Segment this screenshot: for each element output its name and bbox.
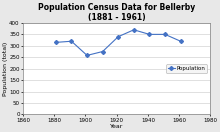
Title: Population Census Data for Bellerby
(1881 - 1961): Population Census Data for Bellerby (188… — [38, 3, 195, 22]
Population — [117, 36, 119, 37]
Population — [86, 55, 88, 56]
X-axis label: Year: Year — [110, 124, 123, 129]
Population — [164, 34, 166, 35]
Line: Population: Population — [55, 28, 182, 57]
Population — [148, 34, 151, 35]
Population — [179, 40, 182, 42]
Population — [101, 51, 104, 52]
Population — [55, 42, 57, 43]
Population — [132, 29, 135, 31]
Population — [70, 40, 73, 42]
Legend: Population: Population — [166, 65, 207, 73]
Y-axis label: Population (total): Population (total) — [3, 42, 8, 96]
